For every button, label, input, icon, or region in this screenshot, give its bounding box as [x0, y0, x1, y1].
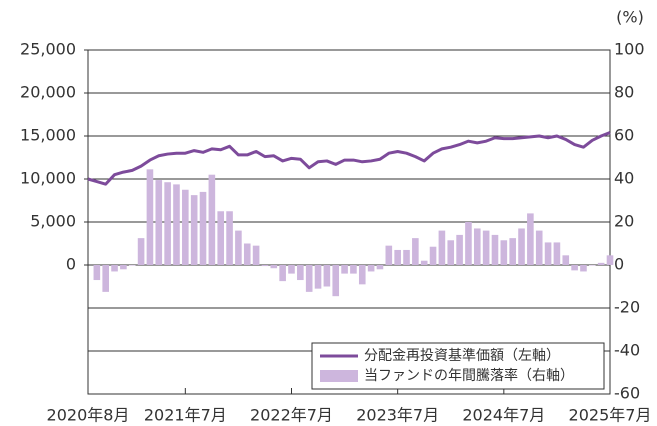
bar: [544, 242, 552, 265]
bar: [518, 228, 525, 265]
bar: [332, 265, 340, 297]
y2-tick-label: 20: [614, 212, 634, 231]
line: [87, 131, 611, 186]
bar: [314, 265, 322, 289]
bar: [358, 265, 366, 285]
bar: [341, 265, 348, 274]
bar: [288, 265, 295, 274]
legend-label: 分配金再投資基準価額（左軸）: [364, 347, 560, 364]
y2-tick-label: 40: [614, 169, 634, 188]
y2-tick-label: -60: [614, 384, 640, 403]
bar: [553, 242, 561, 265]
y-tick-label: 10,000: [20, 169, 76, 188]
bar: [403, 249, 410, 265]
bar: [376, 265, 384, 270]
bar: [535, 230, 543, 265]
x-tick-label: 2025年7月: [569, 406, 652, 425]
bar: [394, 249, 401, 265]
bar: [226, 211, 233, 265]
bar: [562, 255, 570, 265]
bar: [128, 265, 136, 266]
bar: [589, 265, 596, 266]
bar: [102, 265, 109, 292]
bar: [500, 240, 508, 265]
x-tick-label: 2022年7月: [250, 406, 333, 425]
bar: [597, 262, 605, 265]
bar: [482, 230, 490, 265]
x-tick-label: 2021年7月: [144, 406, 227, 425]
bar: [571, 265, 578, 271]
bar: [243, 243, 251, 265]
y2-tick-label: 100: [614, 40, 645, 59]
bar: [261, 265, 269, 267]
legend-box: [311, 342, 605, 390]
bar: [447, 240, 455, 265]
bar: [137, 238, 145, 265]
bar: [491, 234, 499, 265]
x-tick-label: 2020年8月: [47, 406, 130, 425]
bar: [527, 213, 534, 265]
y2-tick-label: 60: [614, 126, 634, 145]
bar: [465, 222, 472, 265]
bar: [155, 180, 163, 265]
bar: [252, 245, 260, 265]
legend: 分配金再投資基準価額（左軸） 当ファンドの年間騰落率（右軸）: [311, 342, 605, 390]
y2-tick-label: -40: [614, 341, 640, 360]
y2-tick-label: 0: [614, 255, 624, 274]
bar: [111, 265, 118, 272]
bar: [199, 191, 207, 265]
bar: [305, 265, 313, 292]
x-tick-label: 2024年7月: [462, 406, 545, 425]
bar: [606, 255, 614, 265]
y-tick-label: 0: [66, 255, 76, 274]
bar: [93, 265, 101, 281]
y-tick-label: 15,000: [20, 126, 76, 145]
bar: [438, 230, 446, 265]
legend-label: 当ファンドの年間騰落率（右軸）: [364, 367, 574, 384]
bar: [412, 238, 419, 265]
bar: [182, 189, 189, 265]
bar: [270, 265, 278, 269]
bar: [350, 265, 357, 274]
y-tick-label: 5,000: [30, 212, 76, 231]
bar: [367, 265, 375, 272]
legend-swatch: [320, 370, 358, 382]
x-tick-label: 2023年7月: [356, 406, 439, 425]
bar: [120, 265, 127, 270]
bar: [429, 246, 437, 265]
y2-unit-label: (%): [616, 8, 644, 27]
bar: [297, 265, 304, 281]
bar: [164, 182, 171, 265]
bar: [385, 245, 393, 265]
bar: [420, 260, 428, 265]
bar: [456, 234, 463, 265]
bar: [580, 265, 587, 272]
bar: [235, 230, 242, 265]
y2-tick-label: 80: [614, 83, 634, 102]
y2-tick-label: -20: [614, 298, 640, 317]
bar: [208, 174, 216, 265]
y-tick-label: 25,000: [20, 40, 76, 59]
bar: [190, 195, 198, 265]
bar: [173, 184, 180, 265]
bar: [323, 265, 331, 287]
bar: [473, 228, 481, 265]
bar: [509, 238, 516, 265]
bar: [279, 265, 286, 282]
y-tick-label: 20,000: [20, 83, 76, 102]
bar: [146, 169, 154, 265]
bar: [217, 211, 225, 265]
